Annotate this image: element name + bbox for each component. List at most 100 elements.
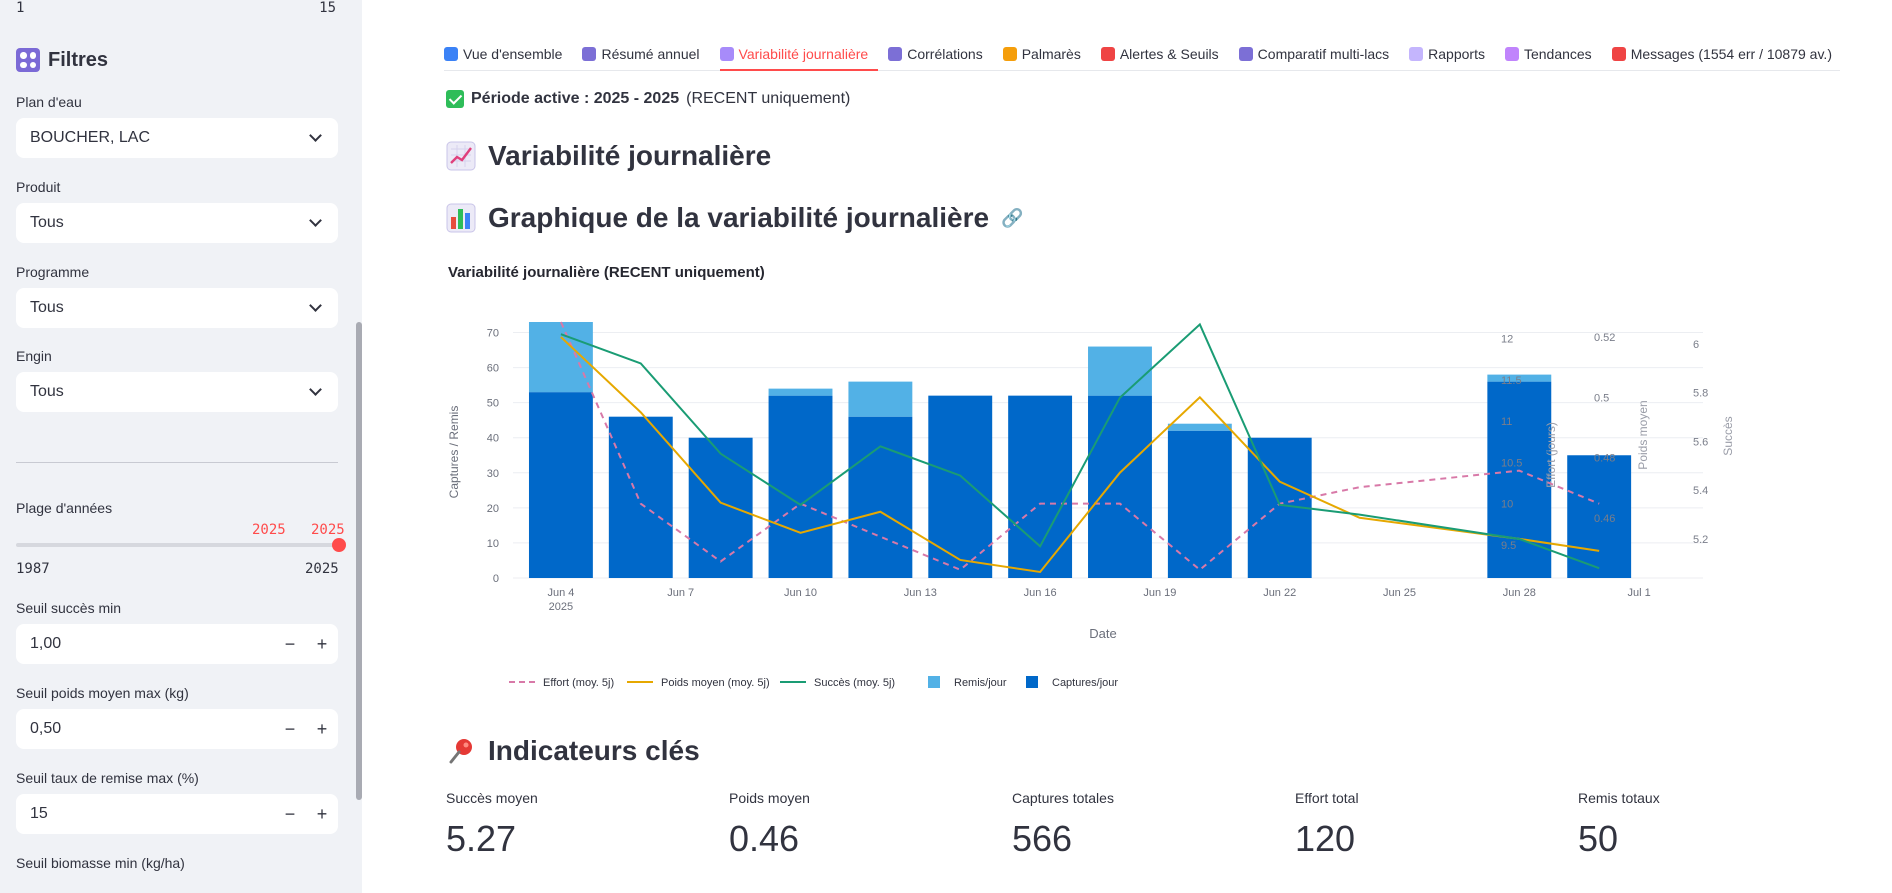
kpi-label: Effort total bbox=[1295, 790, 1359, 806]
right-axis-tick-effort: 12 bbox=[1501, 334, 1513, 346]
right-axis-tick-poids: 0.48 bbox=[1594, 453, 1615, 465]
tab-icon bbox=[888, 47, 903, 61]
tab-icon bbox=[1100, 47, 1115, 61]
x-tick-label: 2025 bbox=[549, 601, 573, 613]
weight-threshold-value[interactable]: 0,50 bbox=[30, 720, 62, 737]
tab-3[interactable]: Variabilité journalière bbox=[719, 38, 879, 71]
water-body-value: BOUCHER, LAC bbox=[30, 129, 151, 146]
program-select[interactable]: Tous bbox=[16, 288, 338, 328]
tab-4[interactable]: Corrélations bbox=[888, 38, 992, 70]
kpi-value: 566 bbox=[1012, 818, 1073, 859]
tab-icon bbox=[1611, 47, 1626, 61]
x-tick-label: Jul 1 bbox=[1627, 587, 1650, 599]
right-axis-tick-succes: 5.6 bbox=[1693, 436, 1708, 448]
kpi-heading: Indicateurs clés bbox=[446, 735, 700, 767]
tab-8[interactable]: Rapports bbox=[1409, 38, 1495, 70]
release-threshold-input[interactable]: 15 − + bbox=[16, 794, 338, 834]
kpi-label: Poids moyen bbox=[729, 790, 810, 806]
gear-select[interactable]: Tous bbox=[16, 372, 338, 412]
sidebar-divider bbox=[16, 462, 338, 463]
kpi-heading-text: Indicateurs clés bbox=[488, 735, 700, 766]
program-label: Programme bbox=[16, 264, 90, 280]
top-slider-max: 15 bbox=[319, 0, 336, 16]
line-succes bbox=[560, 322, 1600, 570]
kpi-released: Remis totaux 50 bbox=[1578, 790, 1660, 860]
bar-captures bbox=[848, 416, 913, 578]
biomass-threshold-label: Seuil biomasse min (kg/ha) bbox=[16, 855, 185, 871]
release-threshold-label: Seuil taux de remise max (%) bbox=[16, 770, 199, 786]
tab-7[interactable]: Comparatif multi-lacs bbox=[1238, 38, 1399, 70]
legend-swatch bbox=[1026, 676, 1038, 688]
kpi-value: 50 bbox=[1578, 818, 1619, 859]
tab-6[interactable]: Alertes & Seuils bbox=[1100, 38, 1229, 70]
tab-bar: Vue d'ensemble Résumé annuel Variabilité j… bbox=[444, 38, 1840, 71]
year-range-thumb[interactable] bbox=[332, 538, 346, 552]
bar-captures bbox=[1008, 395, 1073, 578]
increment-button[interactable]: + bbox=[316, 718, 328, 739]
top-slider-range-labels: 1 15 bbox=[16, 0, 336, 16]
pushpin-icon bbox=[449, 739, 472, 764]
top-slider-min: 1 bbox=[16, 0, 25, 16]
tab-5[interactable]: Palmarès bbox=[1002, 38, 1091, 70]
right-axis-tick-effort: 11 bbox=[1501, 416, 1512, 428]
tab-2[interactable]: Résumé annuel bbox=[582, 38, 709, 70]
y-tick-label: 0 bbox=[493, 573, 499, 585]
filter-dots-icon bbox=[16, 48, 40, 72]
tab-10[interactable]: Messages (1554 err / 10879 av.) bbox=[1611, 38, 1842, 70]
chevron-down-icon bbox=[309, 299, 322, 312]
right-axis-tick-succes: 5.4 bbox=[1693, 485, 1708, 497]
y-axis-title: Captures / Remis bbox=[447, 406, 461, 499]
product-label: Produit bbox=[16, 179, 61, 195]
weight-threshold-input[interactable]: 0,50 − + bbox=[16, 709, 338, 749]
right-axis-tick-poids: 0.5 bbox=[1594, 392, 1609, 404]
bar-captures bbox=[1567, 455, 1632, 578]
weight-threshold-label: Seuil poids moyen max (kg) bbox=[16, 685, 189, 701]
increment-button[interactable]: + bbox=[316, 803, 328, 824]
bar-released bbox=[1167, 423, 1232, 431]
right-axis-title-succes: Succès bbox=[1721, 416, 1735, 455]
chevron-down-icon bbox=[309, 129, 322, 142]
tab-9[interactable]: Tendances bbox=[1504, 38, 1602, 70]
x-tick-label: Jun 16 bbox=[1024, 587, 1057, 599]
x-tick-label: Jun 4 bbox=[547, 587, 574, 599]
decrement-button[interactable]: − bbox=[284, 803, 296, 824]
kpi-value: 120 bbox=[1295, 818, 1356, 859]
x-tick-label: Jun 13 bbox=[904, 587, 937, 599]
tab-label: Messages (1554 err / 10879 av.) bbox=[1630, 46, 1832, 62]
year-range-track[interactable] bbox=[16, 543, 338, 547]
line-poids bbox=[560, 336, 1600, 574]
daily-variability-chart: 0 10 20 30 40 50 60 70 9.5 10 10.5 11 11.5 12 0.46 0.48… bbox=[447, 321, 1735, 689]
graph-heading-text: Graphique de la variabilité journalière bbox=[488, 202, 990, 233]
product-select[interactable]: Tous bbox=[16, 203, 338, 243]
right-axis-title-effort: Effort (jours) bbox=[1544, 422, 1558, 488]
y-tick-label: 70 bbox=[487, 328, 499, 340]
success-threshold-label: Seuil succès min bbox=[16, 600, 122, 616]
kpi-value: 5.27 bbox=[446, 818, 517, 859]
bar-captures bbox=[608, 416, 673, 578]
year-range-label: Plage d'années bbox=[16, 500, 113, 516]
water-body-select[interactable]: BOUCHER, LAC bbox=[16, 118, 338, 158]
legend-label: Captures/jour bbox=[1052, 677, 1118, 689]
tab-label: Palmarès bbox=[1021, 46, 1081, 62]
increment-button[interactable]: + bbox=[316, 633, 328, 654]
sidebar-scrollbar[interactable] bbox=[356, 322, 362, 800]
bar-released bbox=[848, 381, 913, 417]
bar-chart-icon bbox=[446, 203, 476, 233]
bar-released bbox=[768, 388, 833, 396]
sidebar: 1 15 Filtres Plan d'eau BOUCHER, LAC Pro… bbox=[0, 0, 362, 893]
decrement-button[interactable]: − bbox=[284, 718, 296, 739]
bar-captures bbox=[768, 395, 833, 578]
legend-label: Remis/jour bbox=[954, 677, 1007, 689]
success-threshold-input[interactable]: 1,00 − + bbox=[16, 624, 338, 664]
filters-header: Filtres bbox=[16, 48, 108, 72]
right-axis-tick-effort: 10 bbox=[1501, 499, 1513, 511]
tab-1[interactable]: Vue d'ensemble bbox=[444, 38, 572, 70]
y-tick-label: 60 bbox=[487, 363, 499, 375]
link-icon[interactable]: 🔗 bbox=[1001, 207, 1024, 228]
period-rest: (RECENT uniquement) bbox=[686, 90, 851, 107]
decrement-button[interactable]: − bbox=[284, 633, 296, 654]
release-threshold-value[interactable]: 15 bbox=[30, 805, 48, 822]
tab-icon bbox=[1238, 47, 1253, 61]
success-threshold-value[interactable]: 1,00 bbox=[30, 635, 62, 652]
bar-captures bbox=[528, 392, 593, 578]
